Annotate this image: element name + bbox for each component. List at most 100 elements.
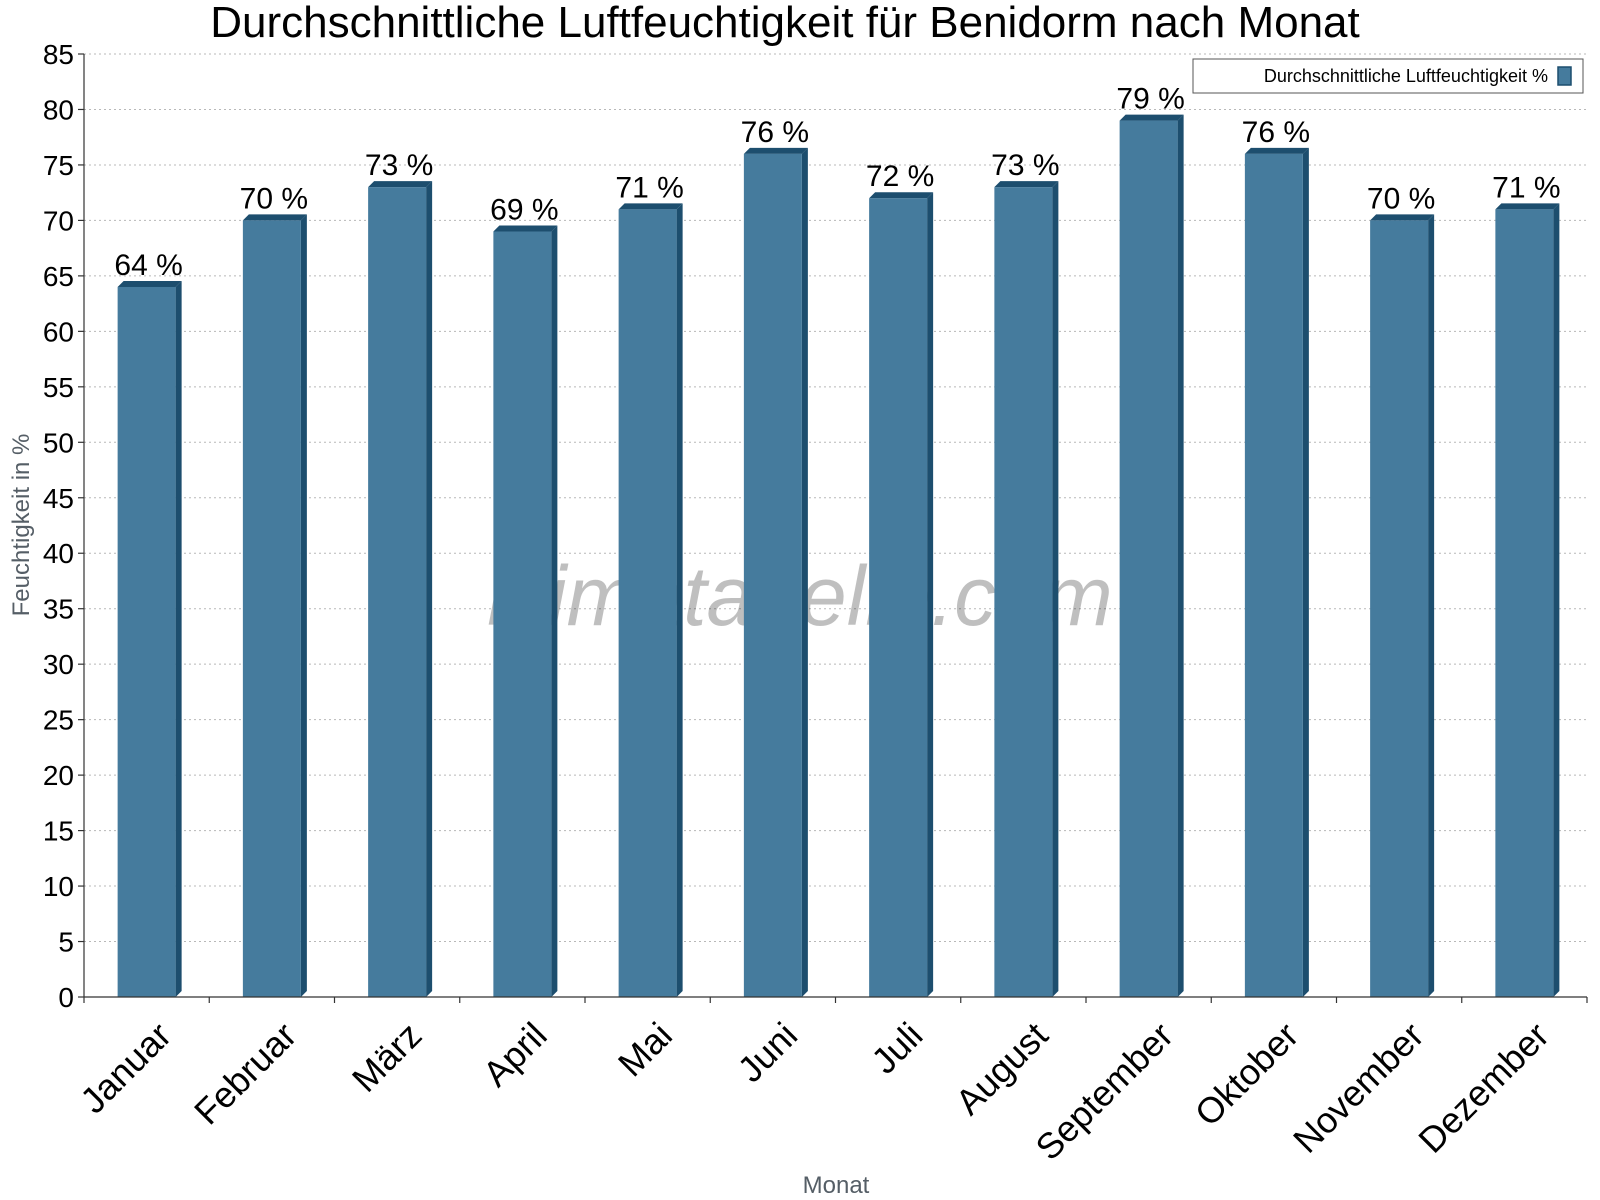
x-tick-label: September (1027, 1014, 1181, 1168)
bar-side (551, 225, 558, 998)
bar (869, 192, 934, 998)
x-tick-label: Dezember (1410, 1014, 1556, 1160)
y-tick-label: 40 (43, 538, 74, 569)
bar-side (927, 192, 934, 998)
bar-side (1052, 181, 1059, 998)
x-tick-label: Januar (72, 1014, 179, 1121)
bar-side (300, 214, 307, 998)
y-axis-title: Feuchtigkeit in % (8, 434, 35, 617)
x-tick-label: Oktober (1187, 1014, 1307, 1134)
bar-front (368, 187, 427, 998)
bar-side (1302, 147, 1309, 998)
bar (994, 181, 1059, 998)
x-tick-label: April (475, 1014, 555, 1094)
y-tick-label: 50 (43, 427, 74, 458)
data-label: 69 % (490, 194, 558, 227)
grid (84, 53, 1587, 943)
y-tick-label: 10 (43, 871, 74, 902)
y-tick-label: 70 (43, 205, 74, 236)
bar-side (676, 203, 683, 998)
bar-top (493, 225, 558, 232)
legend-swatch (1557, 66, 1572, 86)
y-tick-label: 35 (43, 594, 74, 625)
y-tick-label: 20 (43, 760, 74, 791)
y-tick-label: 25 (43, 705, 74, 736)
data-label: 73 % (991, 149, 1059, 182)
y-tick-label: 55 (43, 372, 74, 403)
y-tick-label: 30 (43, 649, 74, 680)
bar (743, 147, 808, 998)
y-tick-label: 0 (58, 982, 74, 1013)
y-tick-label: 75 (43, 150, 74, 181)
chart-title: Durchschnittliche Luftfeuchtigkeit für B… (210, 0, 1359, 47)
bar (1495, 203, 1560, 998)
bar-front (743, 153, 802, 998)
bar-top (368, 181, 433, 188)
bar-front (1495, 209, 1554, 998)
bar-top (869, 192, 934, 199)
bars (117, 114, 1560, 998)
data-label: 73 % (365, 149, 433, 182)
x-tick-label: August (947, 1014, 1055, 1122)
bar-top (618, 203, 683, 210)
data-label: 71 % (1492, 171, 1560, 204)
bar-top (242, 214, 307, 221)
bar (493, 225, 558, 998)
bar-top (743, 147, 808, 154)
bar-top (1370, 214, 1435, 221)
bar-front (242, 220, 301, 998)
bar-side (801, 147, 808, 998)
bar-front (117, 286, 176, 998)
bar-front (994, 187, 1053, 998)
y-tick-label: 65 (43, 261, 74, 292)
x-tick-label: Mai (610, 1014, 680, 1084)
y-tick-label: 45 (43, 483, 74, 514)
bar-front (1119, 120, 1178, 998)
bar-front (1370, 220, 1429, 998)
bar (368, 181, 433, 998)
x-tick-label: Juni (730, 1014, 806, 1090)
data-label: 72 % (866, 160, 934, 193)
data-label: 76 % (741, 116, 809, 149)
bar (618, 203, 683, 998)
bar-top (1119, 114, 1184, 121)
bar-front (1244, 153, 1303, 998)
legend-label: Durchschnittliche Luftfeuchtigkeit % (1264, 66, 1548, 86)
data-label: 79 % (1116, 83, 1184, 116)
legend-box (1192, 58, 1584, 94)
x-tick-label: Juli (863, 1014, 930, 1081)
legend: Durchschnittliche Luftfeuchtigkeit % (1192, 58, 1584, 94)
bar (1119, 114, 1184, 998)
bar-side (426, 181, 433, 998)
data-label: 71 % (615, 171, 683, 204)
bar-front (618, 209, 677, 998)
bar-side (1177, 114, 1184, 998)
bar-side (1428, 214, 1435, 998)
bar-side (1553, 203, 1560, 998)
bar (1244, 147, 1309, 998)
data-label: 70 % (1367, 182, 1435, 215)
bar (242, 214, 307, 998)
data-label: 76 % (1242, 116, 1310, 149)
x-axis-title: Monat (803, 1172, 870, 1199)
bar (117, 280, 182, 998)
data-labels: 64 % 70 % 73 % 69 % 71 % 76 % 72 % 73 % 79 % 76 %… (114, 83, 1560, 282)
y-tick-label: 15 (43, 816, 74, 847)
data-label: 70 % (240, 182, 308, 215)
bar (1370, 214, 1435, 998)
bar-front (869, 198, 928, 998)
bar-top (1244, 147, 1309, 154)
bar-side (175, 280, 182, 998)
bar-top (117, 280, 182, 287)
y-tick-label: 85 (43, 39, 74, 70)
bar-front (493, 231, 552, 998)
y-tick-label: 60 (43, 316, 74, 347)
bar-top (994, 181, 1059, 188)
x-tick-label: November (1285, 1014, 1431, 1160)
x-tick-label: März (344, 1014, 430, 1100)
x-tick-label: Februar (186, 1014, 304, 1132)
y-tick-label: 80 (43, 94, 74, 125)
y-tick-label: 5 (58, 927, 74, 958)
bar-top (1495, 203, 1560, 210)
